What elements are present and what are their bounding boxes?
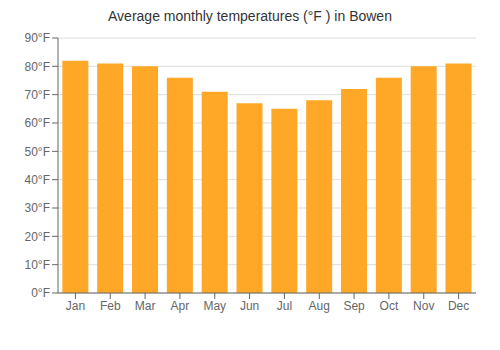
svg-text:60°F: 60°F: [25, 116, 50, 130]
svg-text:Apr: Apr: [171, 299, 190, 313]
svg-text:Dec: Dec: [448, 299, 469, 313]
svg-text:Jul: Jul: [277, 299, 292, 313]
svg-text:Oct: Oct: [380, 299, 399, 313]
svg-text:0°F: 0°F: [31, 286, 50, 300]
svg-text:90°F: 90°F: [25, 31, 50, 45]
svg-text:Aug: Aug: [309, 299, 330, 313]
svg-text:Feb: Feb: [100, 299, 121, 313]
svg-text:30°F: 30°F: [25, 201, 50, 215]
svg-text:50°F: 50°F: [25, 145, 50, 159]
svg-text:40°F: 40°F: [25, 173, 50, 187]
svg-text:May: May: [203, 299, 226, 313]
svg-text:10°F: 10°F: [25, 258, 50, 272]
svg-text:Jan: Jan: [66, 299, 85, 313]
svg-text:80°F: 80°F: [25, 60, 50, 74]
svg-text:20°F: 20°F: [25, 230, 50, 244]
svg-text:70°F: 70°F: [25, 88, 50, 102]
svg-text:Sep: Sep: [343, 299, 365, 313]
svg-text:Mar: Mar: [135, 299, 156, 313]
html-text:Average monthly temperatures (: Average monthly temperatures (°F ) in Bo…: [108, 8, 392, 24]
svg-text:Nov: Nov: [413, 299, 434, 313]
svg-text:Jun: Jun: [240, 299, 259, 313]
